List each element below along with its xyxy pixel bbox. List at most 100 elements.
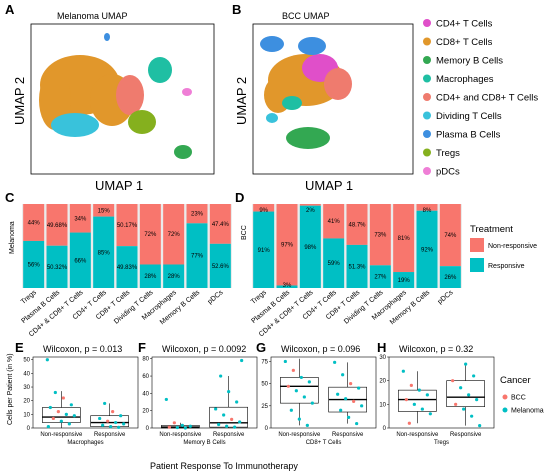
point-E-2 — [61, 396, 65, 400]
box-panel-frame-G — [270, 356, 377, 429]
panel-b-umap-clusters — [260, 36, 352, 149]
cancer-legend-title: Cancer — [500, 375, 531, 386]
bar-responsive-6 — [393, 272, 415, 288]
point-H-8 — [407, 421, 411, 425]
bar-label-nonresponsive-8: 74% — [444, 233, 457, 239]
point-E-14 — [119, 414, 123, 418]
point-H-13 — [467, 393, 471, 397]
point-F-3 — [188, 424, 192, 428]
bar-nonresponsive-2 — [299, 204, 321, 206]
point-E-6 — [64, 412, 68, 416]
bar-nonresponsive-4 — [116, 204, 138, 247]
bar-label-responsive-4: 49.83% — [117, 265, 138, 271]
panel-a-umap-clusters — [39, 33, 192, 159]
bar-nonresponsive-0 — [23, 204, 45, 241]
bar-label-nonresponsive-2: 34% — [74, 216, 87, 222]
bar-responsive-3 — [93, 216, 115, 288]
treatment-label-0: Non-responsive — [488, 243, 537, 250]
point-G-4 — [286, 384, 290, 388]
ytick-label-F-4: 80 — [142, 357, 149, 363]
point-F-7 — [240, 358, 244, 363]
bar-nonresponsive-6 — [393, 204, 415, 273]
panel-f-title: Wilcoxon, p = 0.0092 — [162, 344, 246, 354]
panel-g-label: G — [256, 340, 266, 355]
point-G-1 — [291, 368, 295, 372]
bar-label-nonresponsive-6: 72% — [168, 232, 181, 238]
legend-label-4: CD4+ and CD8+ T Cells — [436, 93, 538, 104]
point-E-16 — [106, 419, 110, 423]
box-plots: E Wilcoxon, p = 0.013 0 10 20 30 40 50 Non-respo… — [15, 340, 495, 446]
point-G-15 — [336, 392, 340, 396]
bar-label-nonresponsive-7: 23% — [191, 212, 204, 218]
point-G-16 — [344, 397, 348, 401]
ytick-label-H-0: 0 — [383, 426, 387, 432]
bar-label-responsive-5: 28% — [144, 274, 157, 280]
point-H-12 — [459, 386, 463, 390]
point-F-1 — [172, 421, 176, 425]
point-G-10 — [305, 423, 309, 427]
bar-label-responsive-8: 52.6% — [212, 264, 230, 270]
panel-c-label: C — [5, 190, 15, 205]
ytick-label-E-0: 0 — [27, 426, 31, 432]
treatment-swatch-0 — [470, 238, 484, 252]
point-E-8 — [51, 416, 55, 421]
point-H-9 — [464, 362, 468, 366]
legend-label-6: Plasma B Cells — [436, 130, 501, 141]
point-E-12 — [103, 401, 107, 406]
point-G-21 — [355, 421, 359, 426]
panel-d-ylabel: BCC — [241, 225, 248, 240]
bar-label-nonresponsive-6: 81% — [398, 236, 411, 242]
point-F-6 — [183, 426, 187, 430]
umap-cluster-pdc — [182, 88, 192, 96]
bar-nonresponsive-6 — [163, 204, 185, 265]
point-G-11 — [333, 360, 337, 364]
bar-responsive-5 — [139, 264, 161, 288]
panel-a-xlabel: UMAP 1 — [95, 178, 143, 193]
ytick-label-F-0: 0 — [146, 426, 150, 432]
point-F-14 — [238, 420, 242, 424]
panel-a-title: Melanoma UMAP — [57, 11, 128, 21]
panel-h-title: Wilcoxon, p = 0.32 — [399, 344, 473, 354]
point-E-0 — [45, 358, 49, 362]
box-panel-frame-F — [151, 356, 258, 429]
bar-nonresponsive-5 — [369, 204, 391, 266]
umap-cluster-plasma — [104, 33, 110, 41]
bar-nonresponsive-8 — [439, 204, 461, 267]
category-label-E-0: Non-responsive — [40, 432, 83, 438]
panel-c-ylabel: Melanoma — [9, 221, 16, 254]
cancer-label-0: BCC — [511, 395, 526, 402]
bar-label-responsive-0: 56% — [28, 262, 41, 268]
panel-e-title: Wilcoxon, p = 0.013 — [43, 344, 122, 354]
bar-label-nonresponsive-1: 49.68% — [47, 223, 68, 229]
box-xlabel-main: Patient Response To Immunotherapy — [150, 461, 298, 471]
category-label-G-1: Responsive — [332, 432, 364, 438]
bar-nonresponsive-4 — [346, 204, 368, 245]
bar-responsive-0 — [23, 240, 45, 288]
bar-label-responsive-7: 77% — [191, 254, 204, 260]
point-F-2 — [180, 423, 184, 428]
legend-swatch-0 — [423, 19, 431, 27]
ytick-label-E-5: 50 — [23, 358, 30, 364]
point-E-17 — [114, 420, 118, 425]
bar-label-nonresponsive-4: 48.7% — [348, 222, 366, 228]
bar-responsive-4 — [346, 244, 368, 288]
panel-e-xlabel: Macrophages — [67, 440, 103, 446]
panel-h-label: H — [377, 340, 386, 355]
box-G-0 — [280, 377, 319, 404]
bar-label-responsive-3: 85% — [98, 250, 111, 256]
category-label-H-1: Responsive — [450, 432, 482, 438]
bar-responsive-5 — [369, 265, 391, 288]
legend-label-1: CD8+ T Cells — [436, 37, 493, 48]
umap-cluster-dividing — [51, 113, 99, 137]
panel-f-label: F — [138, 340, 146, 355]
box-panel-frame-E — [32, 356, 139, 429]
bar-responsive-3 — [323, 238, 345, 288]
bar-label-responsive-5: 27% — [374, 275, 387, 281]
ytick-label-H-2: 20 — [379, 379, 386, 385]
box-H-1 — [446, 380, 485, 407]
point-G-17 — [352, 399, 356, 403]
point-F-15 — [217, 422, 221, 427]
cancer-label-1: Melanoma — [511, 408, 544, 415]
